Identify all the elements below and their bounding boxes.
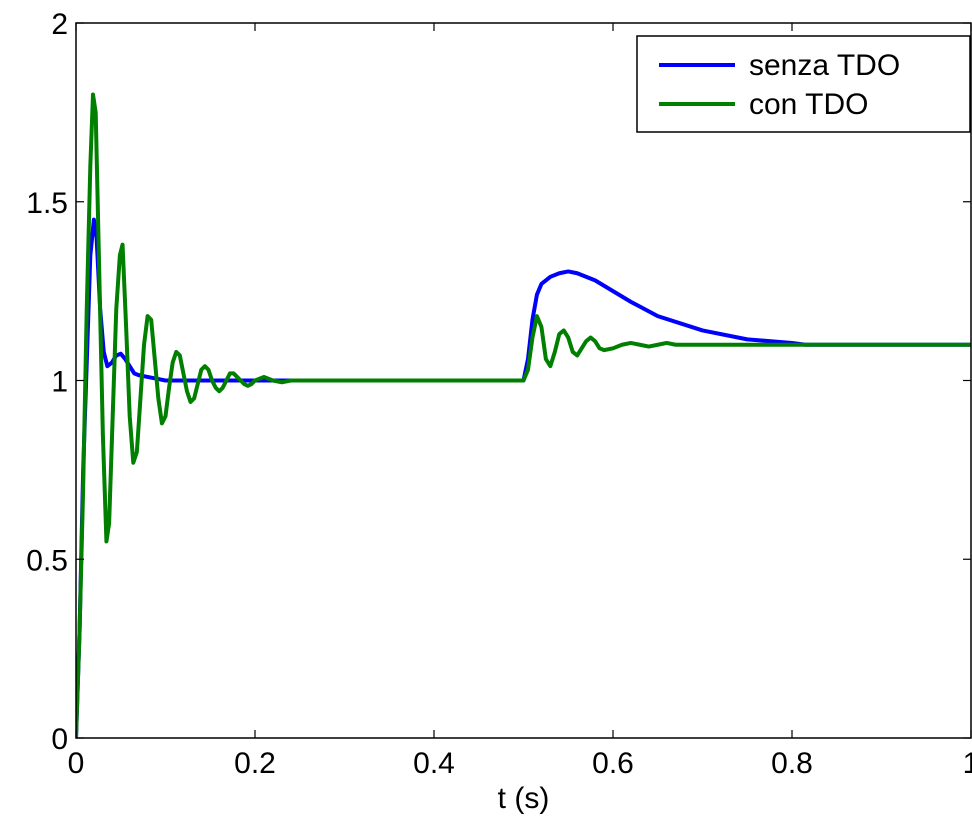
y-tick-label: 1 [51,366,68,399]
series-line-2 [76,92,971,738]
x-tick-label: 1 [963,747,972,780]
x-tick-label: 0.6 [592,747,634,780]
y-tick-label: 0 [51,723,68,756]
y-tick-label: 1.5 [26,187,68,220]
legend: senza TDO con TDO [636,35,971,133]
x-tick-label: 0.4 [413,747,455,780]
x-tick-label: 0 [68,747,85,780]
series-line-1 [76,217,971,738]
y-tick-label: 0.5 [26,544,68,577]
legend-label: con TDO [749,88,869,121]
axes: 0 0.2 0.4 0.6 0.8 1 0 0.5 1 1.5 2 [26,8,972,780]
x-tick-label: 0.8 [771,747,813,780]
legend-label: senza TDO [749,49,900,82]
x-axis-label: t (s) [498,782,550,815]
legend-box [636,35,971,133]
y-tick-label: 2 [51,8,68,41]
plot-area [76,92,971,738]
x-tick-label: 0.2 [234,747,276,780]
